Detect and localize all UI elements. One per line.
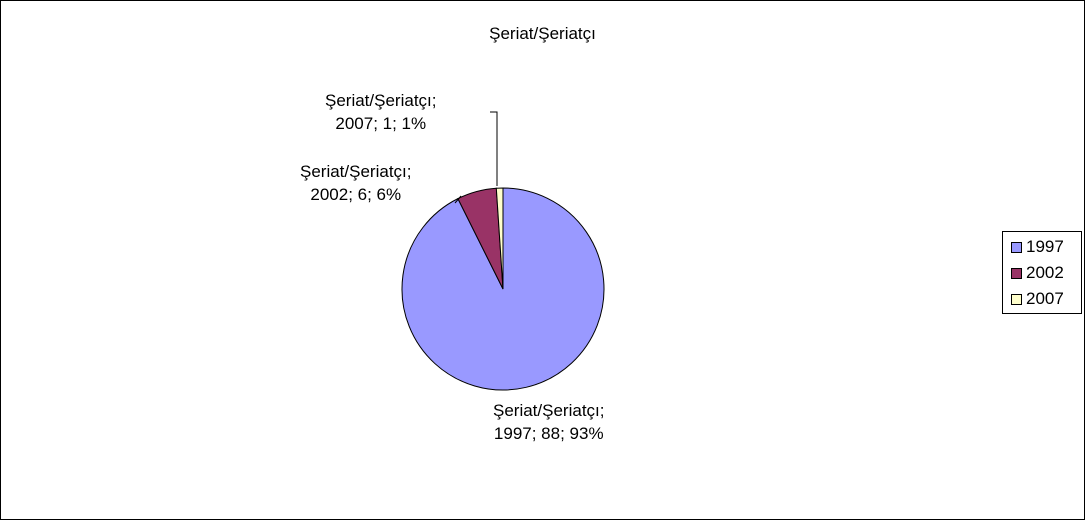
leader-line-2007 xyxy=(490,111,498,186)
data-label-2007: Şeriat/Şeriatçı; 2007; 1; 1% xyxy=(325,89,437,135)
pie-slice-2007 xyxy=(495,187,504,290)
legend-item-1997: 1997 xyxy=(1011,236,1064,258)
data-label-1997: Şeriat/Şeriatçı; 1997; 88; 93% xyxy=(493,399,605,445)
data-label-2007-series: Şeriat/Şeriatçı; xyxy=(325,91,437,110)
legend-label-2007: 2007 xyxy=(1026,289,1064,308)
legend-label-2002: 2002 xyxy=(1026,263,1064,282)
data-label-2002: Şeriat/Şeriatçı; 2002; 6; 6% xyxy=(300,160,412,206)
data-label-1997-series: Şeriat/Şeriatçı; xyxy=(493,401,605,420)
data-label-1997-value: 1997; 88; 93% xyxy=(493,424,604,443)
legend-swatch-2002 xyxy=(1011,267,1022,279)
chart-title: Şeriat/Şeriatçı xyxy=(489,24,596,43)
legend-swatch-2007 xyxy=(1011,293,1022,305)
legend-item-2002: 2002 xyxy=(1011,262,1064,284)
legend-swatch-1997 xyxy=(1011,241,1022,253)
legend-item-2007: 2007 xyxy=(1011,288,1064,310)
data-label-2002-value: 2002; 6; 6% xyxy=(310,185,402,204)
legend: 1997 2002 2007 xyxy=(1002,231,1082,314)
leader-line-2002 xyxy=(454,195,462,204)
data-label-2007-value: 2007; 1; 1% xyxy=(335,114,427,133)
data-label-2002-series: Şeriat/Şeriatçı; xyxy=(300,162,412,181)
legend-label-1997: 1997 xyxy=(1026,237,1064,256)
